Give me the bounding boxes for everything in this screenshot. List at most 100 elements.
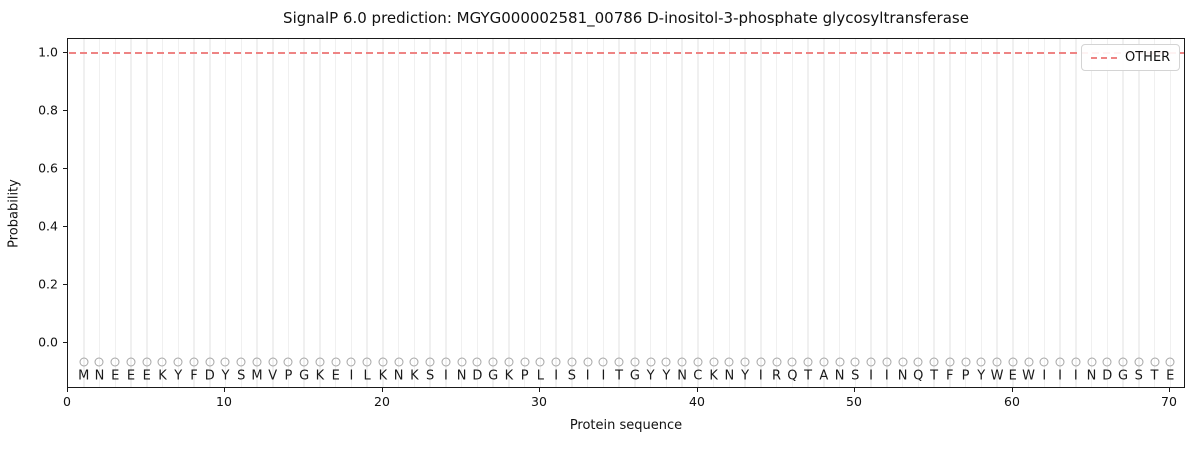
x-tick-label: 0 — [63, 394, 71, 409]
residue-gridline — [571, 39, 573, 387]
chart-title: SignalP 6.0 prediction: MGYG000002581_00… — [283, 9, 969, 27]
residue-marker-circle — [346, 357, 356, 367]
residue-marker-circle — [236, 357, 246, 367]
legend-dashed-line-icon — [1091, 56, 1117, 59]
residue-marker-circle — [472, 357, 482, 367]
x-axis-tick — [1169, 388, 1170, 392]
residue-gridline — [1043, 39, 1045, 387]
residue-marker-circle — [567, 357, 577, 367]
residue-gridline — [665, 39, 668, 387]
residue-gridline — [697, 39, 699, 387]
residue-marker-circle — [94, 357, 104, 367]
residue-marker-circle — [110, 357, 120, 367]
residue-letter: N — [456, 368, 467, 384]
residue-gridline — [649, 39, 652, 387]
residue-marker-circle — [850, 357, 860, 367]
residue-marker-circle — [252, 357, 262, 367]
y-tick-label: 0.0 — [38, 334, 58, 350]
residue-letter: K — [410, 368, 419, 384]
y-axis-tick — [63, 110, 67, 111]
residue-gridline — [146, 39, 148, 387]
residue-letter: N — [94, 368, 105, 384]
residue-marker-circle — [551, 357, 561, 367]
residue-marker-circle — [157, 357, 167, 367]
residue-marker-circle — [378, 357, 388, 367]
y-tick-label: 1.0 — [38, 44, 58, 60]
residue-marker-circle — [583, 357, 593, 367]
residue-marker-circle — [835, 357, 845, 367]
y-tick-label: 0.2 — [38, 276, 58, 292]
residue-letter: S — [426, 368, 435, 384]
residue-letter: N — [393, 368, 404, 384]
residue-letter: L — [536, 368, 545, 384]
residue-marker-circle — [693, 357, 703, 367]
x-axis-tick — [697, 388, 698, 392]
residue-gridline — [775, 39, 778, 387]
residue-gridline — [1075, 39, 1077, 387]
residue-marker-circle — [866, 357, 876, 367]
residue-gridline — [161, 39, 164, 387]
residue-letter: N — [677, 368, 687, 384]
residue-letter: T — [804, 368, 813, 384]
residue-letter: L — [363, 368, 371, 384]
residue-gridline — [476, 39, 479, 387]
residue-letter: Q — [913, 368, 924, 384]
residue-marker-circle — [520, 357, 530, 367]
residue-marker-circle — [976, 357, 986, 367]
residue-marker-circle — [504, 357, 514, 367]
residue-letter: P — [520, 368, 529, 384]
residue-gridline — [209, 39, 211, 387]
y-tick-label: 0.8 — [38, 102, 58, 118]
residue-letter: D — [472, 368, 483, 384]
residue-gridline — [760, 39, 762, 387]
residue-gridline — [791, 39, 794, 387]
residue-letter: P — [284, 368, 293, 384]
x-axis-tick — [67, 388, 68, 392]
residue-gridline — [83, 39, 85, 387]
residue-marker-circle — [740, 357, 750, 367]
residue-marker-circle — [992, 357, 1002, 367]
residue-marker-circle — [819, 357, 829, 367]
residue-letter: I — [554, 368, 559, 384]
residue-marker-circle — [630, 357, 640, 367]
x-tick-label: 70 — [1161, 394, 1177, 409]
residue-letter: G — [299, 368, 310, 384]
x-tick-label: 50 — [846, 394, 862, 409]
residue-letter: G — [1117, 368, 1129, 384]
residue-gridline — [586, 39, 589, 387]
residue-marker-circle — [425, 357, 435, 367]
residue-letter: T — [615, 368, 624, 384]
residue-letter: N — [724, 368, 735, 384]
residue-gridline — [397, 39, 400, 387]
residue-letter: I — [758, 368, 763, 384]
residue-gridline — [634, 39, 636, 387]
residue-gridline — [445, 39, 447, 387]
residue-gridline — [382, 39, 384, 387]
residue-letter: V — [268, 368, 278, 384]
residue-letter: F — [946, 368, 954, 384]
residue-gridline — [413, 39, 416, 387]
residue-gridline — [492, 39, 494, 387]
residue-letter: I — [884, 368, 889, 384]
residue-gridline — [728, 39, 731, 387]
residue-gridline — [508, 39, 510, 387]
y-tick-label: 0.4 — [38, 218, 58, 234]
residue-gridline — [256, 39, 258, 387]
residue-letter: I — [1073, 368, 1078, 384]
residue-marker-circle — [756, 357, 766, 367]
residue-marker-circle — [961, 357, 971, 367]
residue-letter: E — [1008, 368, 1017, 384]
residue-gridline — [917, 39, 920, 387]
y-axis-tick — [63, 284, 67, 285]
residue-gridline — [949, 39, 951, 387]
x-axis-tick — [1012, 388, 1013, 392]
residue-gridline — [429, 39, 431, 387]
residue-letter: F — [190, 368, 198, 384]
residue-gridline — [807, 39, 809, 387]
residue-marker-circle — [126, 357, 136, 367]
residue-letter: S — [1134, 368, 1143, 384]
residue-letter: K — [158, 368, 167, 384]
residue-gridline — [744, 39, 746, 387]
residue-marker-circle — [268, 357, 278, 367]
